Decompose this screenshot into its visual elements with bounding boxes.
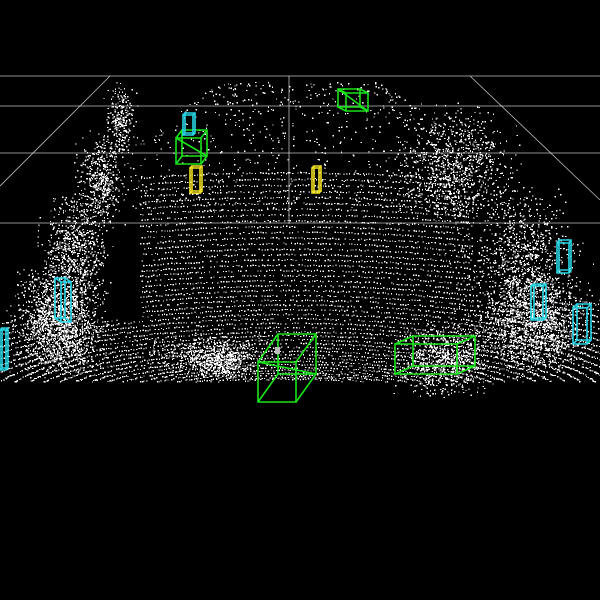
lidar-points (0, 82, 600, 397)
grid-line (470, 76, 600, 200)
detection-boxes (0, 89, 591, 402)
cyclist-box (190, 166, 202, 193)
vehicle-box (338, 89, 368, 111)
pedestrian-box (183, 113, 195, 135)
point-cloud (0, 82, 600, 397)
ground-grid (0, 76, 600, 224)
sensor-marker (275, 347, 280, 354)
pedestrian-box (557, 240, 571, 273)
grid-line (0, 76, 110, 186)
